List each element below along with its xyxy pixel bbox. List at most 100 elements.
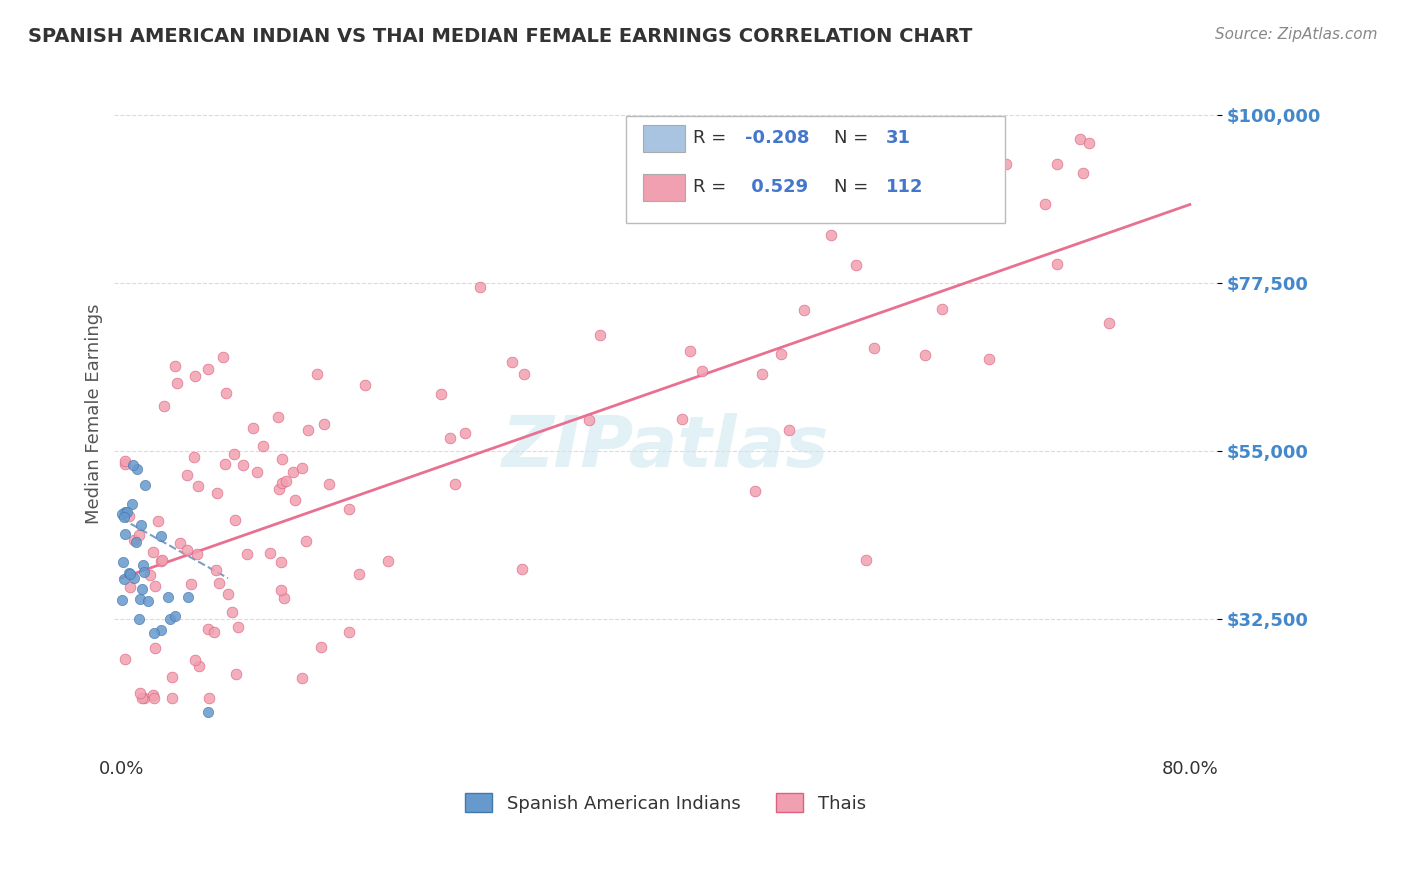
Point bbox=[271, 476, 294, 491]
Point bbox=[120, 580, 142, 594]
Point bbox=[454, 426, 477, 441]
Point bbox=[117, 566, 139, 580]
Point bbox=[114, 527, 136, 541]
Point bbox=[513, 368, 536, 382]
Point bbox=[274, 475, 297, 489]
Point bbox=[318, 477, 340, 491]
Point bbox=[131, 690, 153, 705]
Point bbox=[197, 622, 219, 636]
Point bbox=[1069, 132, 1091, 146]
Point bbox=[112, 510, 135, 524]
Point bbox=[793, 303, 815, 318]
Point bbox=[270, 555, 292, 569]
Point bbox=[149, 554, 172, 568]
Point bbox=[510, 562, 533, 576]
Point bbox=[139, 567, 162, 582]
Text: R =: R = bbox=[693, 129, 733, 147]
Point bbox=[211, 350, 233, 364]
Point bbox=[114, 457, 136, 471]
Text: Source: ZipAtlas.com: Source: ZipAtlas.com bbox=[1215, 27, 1378, 42]
Point bbox=[143, 625, 166, 640]
Point bbox=[979, 352, 1001, 367]
Point bbox=[353, 378, 375, 392]
Point bbox=[236, 548, 259, 562]
Text: N =: N = bbox=[834, 129, 873, 147]
Point bbox=[160, 670, 183, 684]
Point bbox=[377, 554, 399, 568]
Point bbox=[221, 605, 243, 619]
Point bbox=[205, 486, 228, 500]
Point bbox=[134, 478, 156, 492]
Point bbox=[744, 483, 766, 498]
Point bbox=[339, 501, 361, 516]
Point bbox=[845, 258, 868, 272]
Point bbox=[127, 461, 149, 475]
Point bbox=[820, 227, 842, 242]
Point bbox=[205, 563, 228, 577]
Point bbox=[184, 653, 207, 667]
Point bbox=[111, 555, 134, 569]
Legend: Spanish American Indians, Thais: Spanish American Indians, Thais bbox=[456, 784, 875, 822]
Point bbox=[132, 558, 155, 572]
Point bbox=[129, 518, 152, 533]
Point bbox=[159, 612, 181, 626]
Text: -0.208: -0.208 bbox=[745, 129, 810, 147]
Point bbox=[129, 686, 152, 700]
Point bbox=[311, 640, 333, 654]
Point bbox=[291, 671, 314, 685]
Point bbox=[430, 387, 453, 401]
Point bbox=[217, 587, 239, 601]
Point bbox=[163, 608, 186, 623]
Point bbox=[291, 461, 314, 475]
Point bbox=[197, 705, 219, 719]
Point bbox=[114, 505, 136, 519]
Point bbox=[128, 591, 150, 606]
Point bbox=[207, 576, 229, 591]
Point bbox=[114, 454, 136, 468]
Point bbox=[111, 593, 134, 607]
Text: 112: 112 bbox=[886, 178, 924, 196]
Point bbox=[166, 376, 188, 390]
Point bbox=[160, 690, 183, 705]
Point bbox=[284, 492, 307, 507]
Point bbox=[501, 355, 523, 369]
Point bbox=[270, 583, 292, 598]
Point bbox=[232, 458, 254, 472]
Point bbox=[176, 543, 198, 558]
Point bbox=[468, 280, 491, 294]
Point bbox=[295, 534, 318, 549]
Point bbox=[177, 590, 200, 604]
Point bbox=[125, 534, 148, 549]
Point bbox=[114, 652, 136, 666]
Point bbox=[150, 528, 173, 542]
Point bbox=[122, 571, 145, 585]
Point bbox=[222, 447, 245, 461]
Point bbox=[121, 497, 143, 511]
Point bbox=[152, 399, 174, 413]
Point bbox=[197, 362, 219, 376]
Point bbox=[156, 590, 179, 604]
Point bbox=[578, 413, 600, 427]
Text: N =: N = bbox=[834, 178, 873, 196]
Point bbox=[142, 545, 165, 559]
Point bbox=[855, 552, 877, 566]
Point bbox=[281, 465, 304, 479]
Point bbox=[183, 450, 205, 464]
Point bbox=[1033, 196, 1056, 211]
Point bbox=[1098, 317, 1121, 331]
Point bbox=[679, 343, 702, 358]
Point bbox=[143, 640, 166, 655]
Point bbox=[215, 385, 238, 400]
Point bbox=[198, 690, 221, 705]
Point bbox=[1071, 166, 1094, 180]
Point bbox=[444, 476, 467, 491]
Point bbox=[314, 417, 336, 431]
Point bbox=[226, 620, 249, 634]
Point bbox=[186, 547, 208, 561]
Text: ZIPatlas: ZIPatlas bbox=[502, 413, 830, 482]
Point bbox=[267, 482, 290, 496]
Point bbox=[270, 452, 292, 467]
Point bbox=[136, 593, 159, 607]
Point bbox=[121, 458, 143, 472]
Point bbox=[120, 567, 142, 582]
